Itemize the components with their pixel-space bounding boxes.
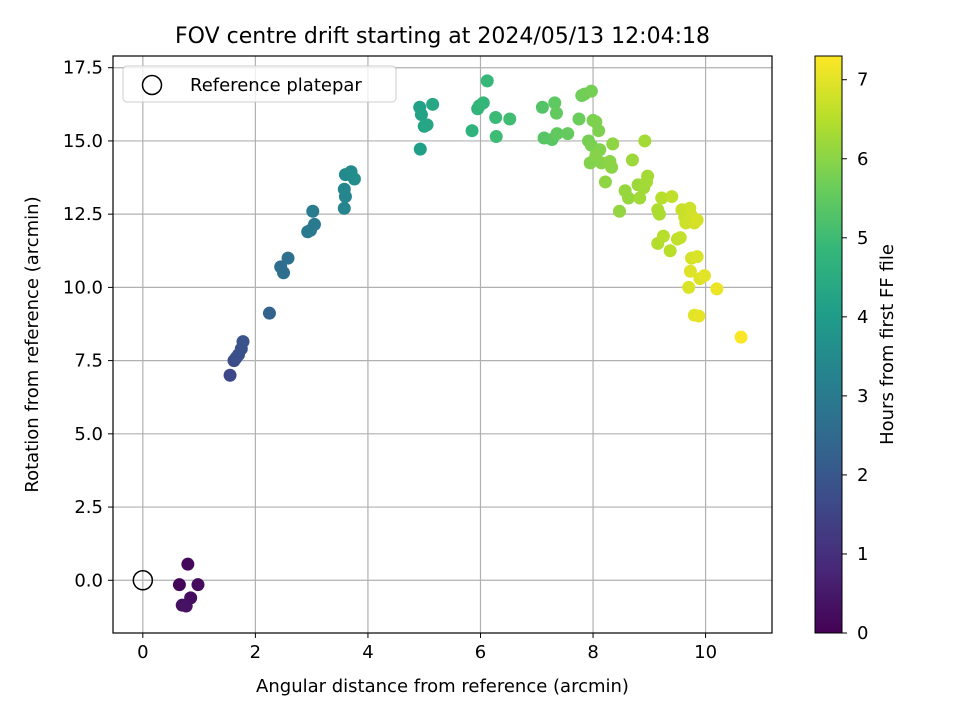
data-point: [489, 111, 503, 125]
data-point: [592, 124, 606, 138]
data-point: [172, 578, 186, 592]
data-point: [734, 330, 748, 344]
data-point: [420, 118, 434, 132]
data-point: [223, 368, 237, 382]
y-tick-label: 12.5: [63, 204, 103, 225]
x-tick-label: 2: [250, 642, 261, 663]
data-point: [465, 124, 479, 138]
data-point: [612, 204, 626, 218]
reference-marker-layer: [132, 570, 154, 591]
colorbar-label: Hours from first FF file: [877, 244, 898, 445]
legend-label: Reference platepar: [190, 75, 362, 96]
data-point: [663, 244, 677, 258]
y-tick-label: 5.0: [74, 424, 103, 445]
colorbar-tick-label: 2: [857, 465, 868, 486]
data-points: [172, 74, 748, 613]
legend-box: [122, 65, 397, 103]
colorbar-tick-label: 5: [857, 228, 868, 249]
data-point: [633, 191, 647, 205]
data-point: [665, 190, 679, 204]
colorbar-gradient: [814, 55, 843, 634]
data-point: [710, 282, 724, 296]
y-axis-label: Rotation from reference (arcmin): [22, 196, 43, 492]
data-point: [262, 306, 276, 320]
data-point: [548, 96, 562, 110]
data-point: [413, 142, 427, 156]
data-point: [683, 264, 697, 278]
grid-lines: [113, 56, 772, 633]
y-axis-ticks: 0.0 2.5 5.0 7.5 10.0 12.5 15.0 17.5: [63, 58, 113, 591]
data-point: [606, 137, 620, 151]
data-point: [281, 251, 295, 265]
data-point: [621, 191, 635, 205]
data-point: [236, 335, 250, 349]
data-point: [307, 217, 321, 231]
y-tick-label: 17.5: [63, 58, 103, 79]
x-tick-label: 4: [362, 642, 373, 663]
data-point: [191, 578, 205, 592]
data-point: [641, 169, 655, 183]
data-point: [656, 229, 670, 243]
chart-title: FOV centre drift starting at 2024/05/13 …: [175, 24, 710, 49]
x-axis-label: Angular distance from reference (arcmin): [256, 676, 629, 697]
legend-marker-circle: [141, 74, 163, 96]
data-point: [638, 134, 652, 148]
data-point: [697, 269, 711, 283]
data-point: [673, 231, 687, 245]
data-point: [652, 207, 666, 221]
data-point: [598, 175, 612, 189]
data-point: [535, 100, 549, 114]
data-point: [682, 280, 696, 294]
colorbar-tick-label: 4: [857, 307, 868, 328]
data-point: [561, 127, 575, 141]
data-point: [690, 250, 704, 264]
colorbar: 0 1 2 3 4 5 6 7 Hours from first FF file: [814, 55, 898, 644]
y-tick-label: 0.0: [74, 570, 103, 591]
data-point: [181, 557, 195, 571]
x-tick-label: 10: [694, 642, 717, 663]
data-point: [605, 160, 619, 174]
data-point: [337, 182, 351, 196]
data-point: [692, 309, 706, 323]
y-tick-label: 2.5: [74, 497, 103, 518]
data-point: [306, 204, 320, 218]
data-point: [426, 97, 440, 111]
legend: Reference platepar: [122, 65, 397, 103]
data-point: [179, 599, 193, 613]
data-point: [277, 266, 291, 280]
data-point: [489, 130, 503, 144]
data-point: [480, 74, 494, 88]
x-tick-label: 8: [587, 642, 598, 663]
data-point: [503, 112, 517, 126]
data-point: [347, 172, 361, 186]
data-point: [584, 84, 598, 98]
data-point: [655, 191, 669, 205]
data-point: [572, 112, 586, 126]
data-point: [549, 106, 563, 120]
data-point: [690, 213, 704, 227]
colorbar-tick-label: 1: [857, 544, 868, 565]
y-tick-label: 10.0: [63, 277, 103, 298]
colorbar-tick-label: 6: [857, 149, 868, 170]
data-point: [337, 201, 351, 215]
plot-area-frame: [112, 55, 773, 634]
x-tick-label: 0: [137, 642, 148, 663]
data-point: [414, 108, 428, 122]
x-axis-ticks: 0 2 4 6 8 10: [137, 633, 717, 663]
x-tick-label: 6: [475, 642, 486, 663]
data-point: [550, 127, 564, 141]
data-point: [476, 96, 490, 110]
colorbar-tick-label: 7: [857, 70, 868, 91]
colorbar-tick-label: 0: [857, 623, 868, 644]
y-tick-label: 7.5: [74, 351, 103, 372]
y-tick-label: 15.0: [63, 131, 103, 152]
colorbar-ticks: 0 1 2 3 4 5 6 7: [842, 70, 868, 644]
reference-platepar-marker: [132, 570, 154, 591]
colorbar-tick-label: 3: [857, 386, 868, 407]
data-point: [625, 153, 639, 167]
